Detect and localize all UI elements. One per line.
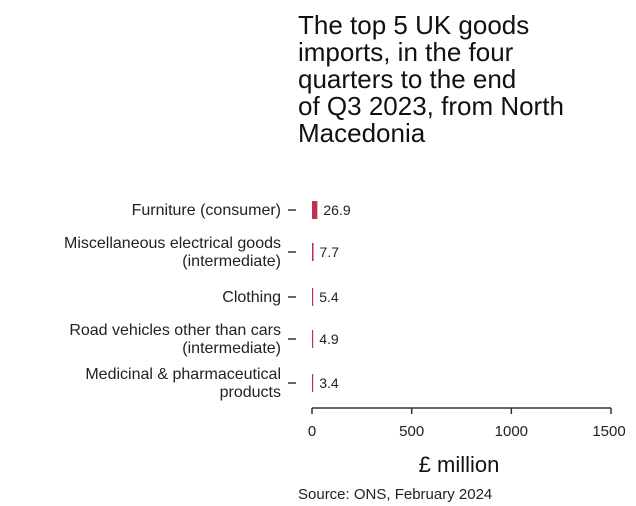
x-tick-label: 1000 (495, 423, 528, 440)
x-axis-title: £ million (419, 452, 500, 477)
value-label: 7.7 (320, 244, 340, 260)
bar (312, 330, 314, 348)
bar (312, 201, 318, 219)
category-label: Miscellaneous electrical goods (64, 235, 281, 252)
bar (312, 374, 314, 392)
x-axis: 0 500 1000 1500 (308, 407, 626, 440)
category-label: Furniture (consumer) (132, 202, 281, 219)
category-label: Road vehicles other than cars (69, 322, 281, 339)
value-label: 3.4 (319, 375, 339, 391)
value-label: 26.9 (323, 202, 350, 218)
bar (312, 288, 314, 306)
category-label: Medicinal & pharmaceutical (85, 366, 281, 383)
x-tick-label: 0 (308, 423, 316, 440)
x-tick-label: 1500 (592, 423, 625, 440)
value-label: 5.4 (319, 289, 339, 305)
source-note: Source: ONS, February 2024 (298, 486, 493, 503)
category-label: (intermediate) (182, 340, 281, 357)
bar (312, 243, 314, 261)
category-label: (intermediate) (182, 253, 281, 270)
category-label: Clothing (222, 289, 281, 306)
x-tick-label: 500 (399, 423, 424, 440)
chart-title: The top 5 UK goods imports, in the four … (298, 10, 564, 148)
value-label: 4.9 (319, 331, 339, 347)
bars-layer: Furniture (consumer) 26.9 Miscellaneous el… (64, 201, 351, 401)
category-label: products (220, 384, 281, 401)
